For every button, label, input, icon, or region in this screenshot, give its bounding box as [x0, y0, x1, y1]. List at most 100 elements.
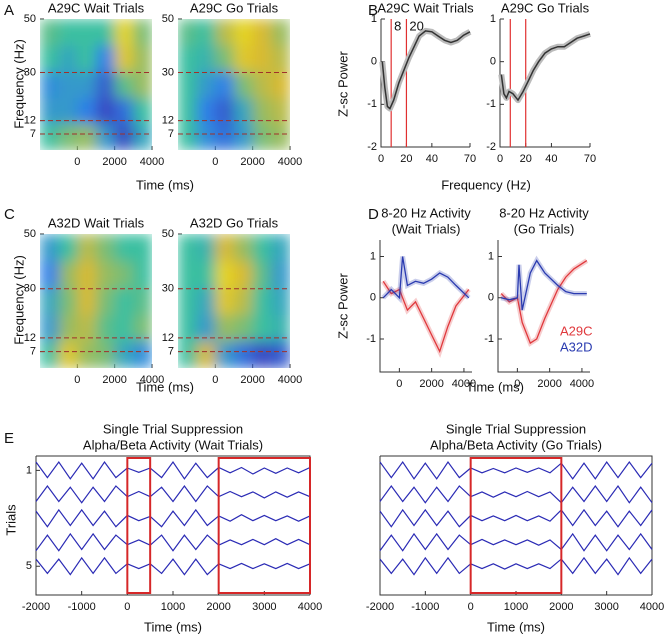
x-tick-label: 0 — [396, 378, 402, 390]
heatmap-cell — [40, 71, 60, 99]
heatmap-cell — [40, 45, 60, 72]
x-tick-label: 3000 — [594, 601, 618, 613]
subplot-title: A32D Go Trials — [190, 215, 279, 230]
y-tick-label: 12 — [162, 114, 174, 126]
heatmap-cell — [96, 19, 116, 46]
heatmap-cell — [252, 234, 272, 262]
heatmap-cell — [40, 123, 60, 150]
subplot: 8-20 Hz Activity(Wait Trials) 0 2000 4000 -1… — [366, 205, 476, 389]
heatmap-cell — [215, 234, 235, 262]
heatmap-cell — [271, 97, 290, 125]
subplot-title: A32D Wait Trials — [48, 215, 145, 230]
heatmap-cells — [40, 19, 152, 150]
heatmap-cell — [252, 314, 272, 342]
axis-line — [35, 456, 310, 596]
heatmap-cell — [114, 97, 134, 125]
subplot-title: A29C Wait Trials — [377, 0, 474, 15]
heatmap-cell — [234, 45, 254, 72]
heatmap-cell — [252, 123, 272, 150]
x-tick-label: 40 — [545, 153, 557, 165]
heatmap-cell — [271, 123, 290, 150]
heatmap-cell — [96, 287, 116, 315]
x-tick-label: 4000 — [140, 374, 164, 386]
x-tick-label: 2000 — [240, 156, 264, 168]
heatmap-cell — [271, 341, 290, 368]
heatmap-cells — [178, 19, 290, 150]
heatmap-cell — [133, 287, 152, 315]
x-tick-label: 0 — [497, 153, 503, 165]
x-tick-label: 0 — [74, 156, 80, 168]
heatmap-cell — [252, 287, 272, 315]
x-tick-label: 40 — [426, 153, 438, 165]
subplot-title: Alpha/Beta Activity (Go Trials) — [430, 437, 602, 452]
panel-label: B — [368, 2, 378, 19]
heatmap-cell — [178, 19, 198, 46]
x-tick-label: 2000 — [537, 378, 561, 390]
x-tick-label: 4000 — [570, 378, 594, 390]
line-band — [381, 256, 471, 304]
heatmap-cell — [96, 71, 116, 99]
trace — [379, 460, 653, 480]
subplot-title: Single Trial Suppression — [103, 421, 243, 436]
heatmap-cell — [178, 341, 198, 368]
x-tick-label: 4000 — [278, 156, 302, 168]
heatmap-cell — [114, 341, 134, 368]
heatmap-cell — [196, 314, 216, 342]
y-tick-label: 12 — [24, 332, 36, 344]
y-axis-label: Frequency (Hz) — [11, 39, 26, 129]
legend-entry: A32D — [560, 339, 593, 354]
heatmap-cell — [178, 71, 198, 99]
reference-label: 8 — [394, 18, 401, 33]
y-tick-label: 7 — [168, 128, 174, 140]
heatmap-cell — [196, 341, 216, 368]
y-tick-label: 1 — [371, 13, 377, 25]
heatmap-cell — [234, 19, 254, 46]
heatmap-cell — [178, 314, 198, 342]
subplot: A29C Wait Trials 0 2000 4000 7 12 30 50 — [24, 0, 164, 167]
trace — [379, 532, 653, 552]
subplot-title: A29C Go Trials — [501, 0, 590, 15]
line-band — [379, 27, 472, 112]
heatmap-cell — [96, 45, 116, 72]
reference-label: 20 — [409, 18, 423, 33]
axis-frame — [380, 455, 653, 595]
time-window — [126, 457, 152, 594]
subplot-title: Single Trial Suppression — [446, 421, 586, 436]
heatmap — [40, 234, 152, 368]
heatmap-cell — [271, 71, 290, 99]
x-tick-label: -1000 — [411, 601, 439, 613]
subplot: A32D Wait Trials 0 2000 4000 712 30 50 — [24, 215, 164, 385]
y-tick-label: 7 — [30, 128, 36, 140]
heatmap-cell — [58, 71, 78, 99]
heatmap-cell — [96, 97, 116, 125]
heatmap-cell — [196, 71, 216, 99]
heatmap-cell — [234, 97, 254, 125]
heatmap-cell — [271, 45, 290, 72]
y-tick-label: 0 — [490, 56, 496, 68]
y-tick-label: 12 — [24, 114, 36, 126]
heatmap-cell — [178, 97, 198, 125]
axis-line — [379, 456, 652, 596]
heatmap-cell — [133, 19, 152, 46]
subplot-title: (Go Trials) — [514, 221, 575, 236]
line — [381, 30, 471, 110]
x-tick-label: 0 — [124, 601, 130, 613]
heatmap-cell — [196, 260, 216, 289]
x-tick-label: 4000 — [298, 601, 322, 613]
heatmap-cell — [114, 314, 134, 342]
line — [382, 280, 470, 354]
y-tick-label: 50 — [24, 228, 36, 240]
trace — [379, 556, 653, 576]
heatmap-cell — [234, 287, 254, 315]
x-tick-label: -2000 — [366, 601, 394, 613]
heatmap-cell — [234, 260, 254, 289]
y-tick-label: -1 — [484, 333, 494, 345]
subplot: A32D Go Trials 0 2000 4000 712 30 50 — [162, 215, 302, 385]
axis-line — [379, 240, 472, 373]
heatmap-cell — [215, 341, 235, 368]
heatmap-cell — [77, 260, 97, 289]
y-axis-label: Z-sc Power — [335, 50, 350, 116]
heatmap-cell — [252, 341, 272, 368]
